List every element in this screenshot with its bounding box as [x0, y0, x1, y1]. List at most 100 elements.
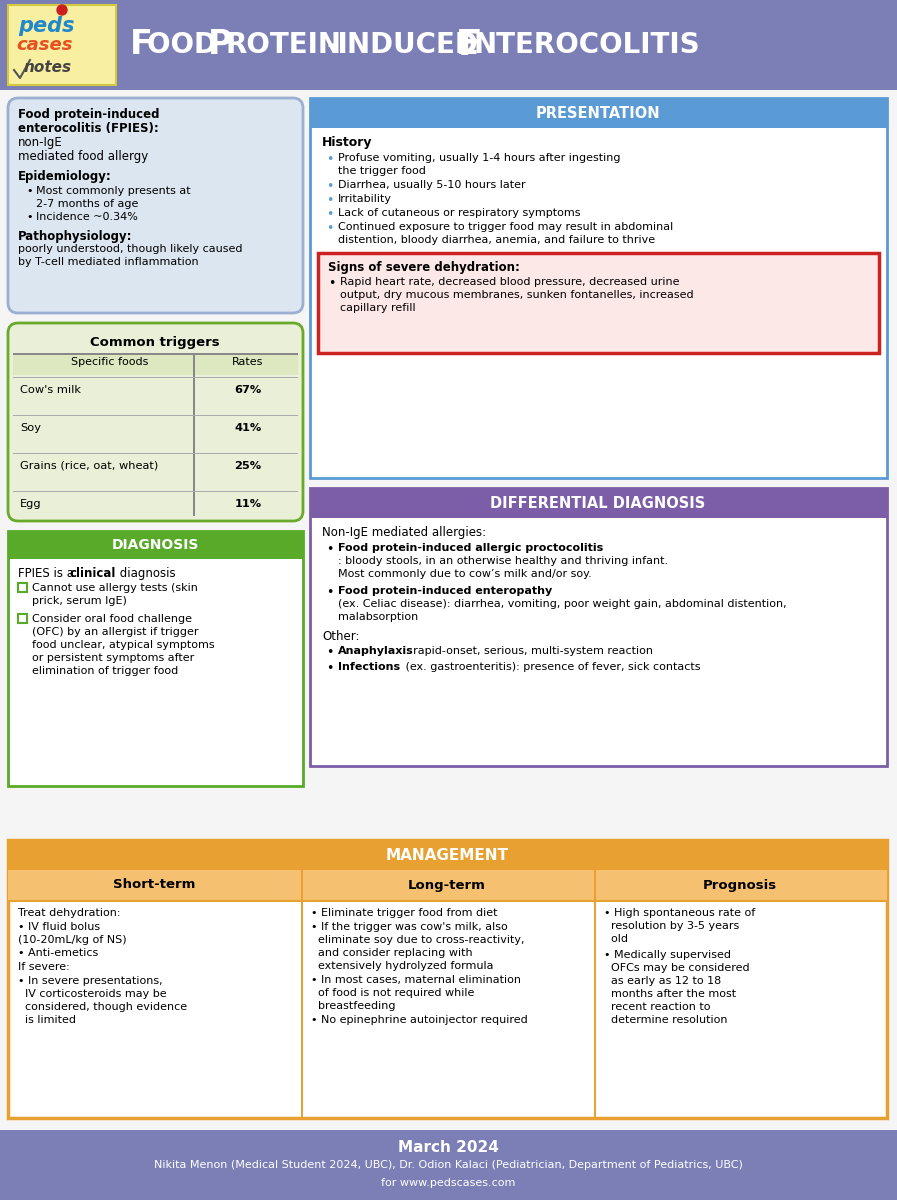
Text: Continued exposure to trigger food may result in abdominal: Continued exposure to trigger food may r…: [338, 222, 674, 232]
Text: by T-cell mediated inflammation: by T-cell mediated inflammation: [18, 257, 198, 266]
Bar: [301, 870, 594, 900]
Text: capillary refill: capillary refill: [340, 302, 415, 313]
Text: Food protein-induced allergic proctocolitis: Food protein-induced allergic proctocoli…: [338, 542, 604, 553]
Bar: [193, 353, 195, 516]
Text: OOD: OOD: [147, 31, 227, 59]
Text: as early as 12 to 18: as early as 12 to 18: [604, 976, 721, 986]
Text: Signs of severe dehydration:: Signs of severe dehydration:: [328, 260, 520, 274]
Text: •: •: [326, 222, 334, 235]
Text: non-IgE: non-IgE: [18, 136, 63, 149]
Text: recent reaction to: recent reaction to: [604, 1002, 710, 1012]
Bar: [310, 488, 887, 518]
Text: extensively hydrolyzed formula: extensively hydrolyzed formula: [311, 961, 493, 971]
Text: Profuse vomiting, usually 1-4 hours after ingesting: Profuse vomiting, usually 1-4 hours afte…: [338, 152, 621, 163]
FancyBboxPatch shape: [8, 323, 303, 521]
Bar: [594, 870, 887, 900]
Bar: [18, 583, 27, 592]
Text: Food protein-induced: Food protein-induced: [18, 108, 160, 121]
Text: March 2024: March 2024: [397, 1140, 499, 1154]
Text: Soy: Soy: [20, 422, 41, 433]
Text: distention, bloody diarrhea, anemia, and failure to thrive: distention, bloody diarrhea, anemia, and…: [338, 235, 655, 245]
Text: elimination of trigger food: elimination of trigger food: [32, 666, 179, 676]
Bar: [594, 870, 596, 1118]
Text: Incidence ~0.34%: Incidence ~0.34%: [36, 212, 138, 222]
Bar: [8, 840, 887, 1118]
Text: History: History: [322, 136, 372, 149]
Text: (ex. gastroenteritis): presence of fever, sick contacts: (ex. gastroenteritis): presence of fever…: [402, 662, 701, 672]
Text: •: •: [326, 646, 334, 659]
Text: • Eliminate trigger food from diet: • Eliminate trigger food from diet: [311, 908, 498, 918]
Text: Consider oral food challenge: Consider oral food challenge: [32, 614, 192, 624]
Text: • Anti-emetics: • Anti-emetics: [18, 948, 99, 958]
Text: the trigger food: the trigger food: [338, 166, 426, 176]
Text: Epidemiology:: Epidemiology:: [18, 170, 112, 182]
Text: for www.pedscases.com: for www.pedscases.com: [381, 1178, 515, 1188]
Text: considered, though evidence: considered, though evidence: [18, 1002, 187, 1012]
Text: Most commonly due to cow’s milk and/or soy.: Most commonly due to cow’s milk and/or s…: [338, 569, 592, 578]
Text: •: •: [328, 277, 335, 290]
Text: Irritability: Irritability: [338, 194, 392, 204]
Bar: [310, 488, 887, 766]
Text: •: •: [326, 662, 334, 674]
Bar: [8, 530, 303, 786]
Text: (ex. Celiac disease): diarrhea, vomiting, poor weight gain, abdominal distention: (ex. Celiac disease): diarrhea, vomiting…: [338, 599, 787, 608]
Text: Non-IgE mediated allergies:: Non-IgE mediated allergies:: [322, 526, 486, 539]
Text: resolution by 3-5 years: resolution by 3-5 years: [604, 922, 739, 931]
Text: : bloody stools, in an otherwise healthy and thriving infant.: : bloody stools, in an otherwise healthy…: [338, 556, 668, 566]
Text: Anaphylaxis: Anaphylaxis: [338, 646, 414, 656]
Text: Specific foods: Specific foods: [72, 358, 149, 367]
Text: NDUCED: NDUCED: [347, 31, 487, 59]
Text: F: F: [457, 28, 483, 62]
Text: Diarrhea, usually 5-10 hours later: Diarrhea, usually 5-10 hours later: [338, 180, 526, 190]
Text: Most commonly presents at: Most commonly presents at: [36, 186, 191, 196]
Text: •: •: [326, 542, 334, 556]
Text: IV corticosteroids may be: IV corticosteroids may be: [18, 989, 167, 998]
Text: FPIES is a: FPIES is a: [18, 566, 78, 580]
Bar: [13, 353, 298, 354]
Text: notes: notes: [24, 60, 72, 74]
Text: Nikita Menon (Medical Student 2024, UBC), Dr. Odion Kalaci (Pediatrician, Depart: Nikita Menon (Medical Student 2024, UBC)…: [153, 1160, 743, 1170]
Bar: [0, 1130, 897, 1200]
Bar: [8, 530, 303, 559]
Text: 41%: 41%: [234, 422, 262, 433]
Text: Common triggers: Common triggers: [91, 336, 220, 349]
Text: •: •: [326, 194, 334, 206]
Text: enterocolitis (FPIES):: enterocolitis (FPIES):: [18, 122, 159, 134]
Text: : rapid-onset, serious, multi-system reaction: : rapid-onset, serious, multi-system rea…: [406, 646, 653, 656]
Text: OFCs may be considered: OFCs may be considered: [604, 962, 750, 973]
Text: • In most cases, maternal elimination: • In most cases, maternal elimination: [311, 974, 521, 985]
Bar: [318, 253, 879, 353]
Text: 11%: 11%: [234, 499, 262, 509]
Text: Food protein-induced enteropathy: Food protein-induced enteropathy: [338, 586, 553, 596]
Text: 67%: 67%: [234, 385, 262, 395]
Text: 2-7 months of age: 2-7 months of age: [36, 199, 138, 209]
Text: Treat dehydration:: Treat dehydration:: [18, 908, 120, 918]
Text: Lack of cutaneous or respiratory symptoms: Lack of cutaneous or respiratory symptom…: [338, 208, 580, 218]
Bar: [301, 870, 303, 1118]
Text: •: •: [326, 208, 334, 221]
Bar: [8, 900, 887, 901]
Text: PRESENTATION: PRESENTATION: [536, 106, 660, 120]
Text: (OFC) by an allergist if trigger: (OFC) by an allergist if trigger: [32, 626, 198, 637]
Text: Rates: Rates: [232, 358, 264, 367]
Text: of food is not required while: of food is not required while: [311, 988, 475, 998]
Bar: [0, 0, 897, 90]
Text: breastfeeding: breastfeeding: [311, 1001, 396, 1010]
Text: -I: -I: [326, 31, 348, 59]
Bar: [0, 90, 897, 1130]
Text: Prognosis: Prognosis: [703, 878, 777, 892]
Text: Other:: Other:: [322, 630, 360, 643]
Text: and consider replacing with: and consider replacing with: [311, 948, 473, 958]
Text: ROTEIN: ROTEIN: [226, 31, 342, 59]
Text: cases: cases: [16, 36, 73, 54]
Text: Long-term: Long-term: [408, 878, 486, 892]
Text: eliminate soy due to cross-reactivity,: eliminate soy due to cross-reactivity,: [311, 935, 525, 946]
Text: •: •: [326, 152, 334, 166]
Text: • Medically supervised: • Medically supervised: [604, 950, 731, 960]
FancyBboxPatch shape: [8, 98, 303, 313]
Text: F: F: [130, 29, 152, 61]
Bar: [8, 5, 116, 85]
Text: Infections: Infections: [338, 662, 400, 672]
Text: or persistent symptoms after: or persistent symptoms after: [32, 653, 195, 662]
Text: diagnosis: diagnosis: [116, 566, 176, 580]
